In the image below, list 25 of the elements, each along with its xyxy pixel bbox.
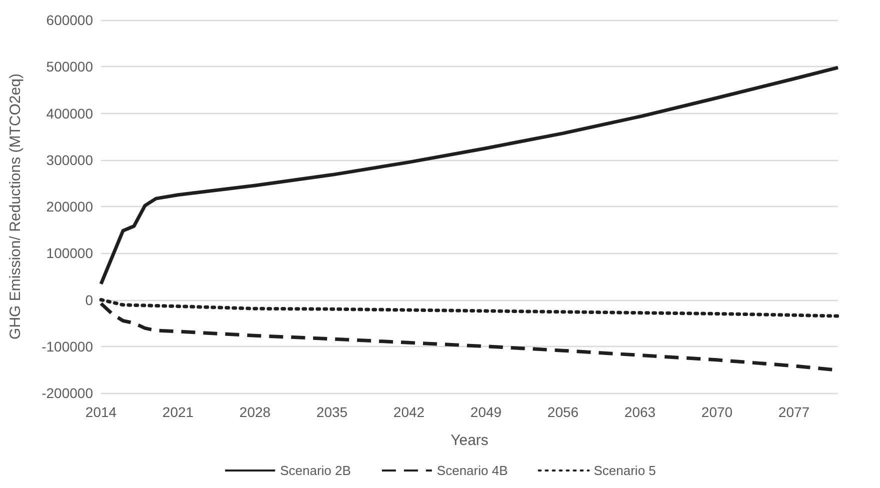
x-axis-title: Years	[450, 432, 488, 449]
line-series	[99, 66, 840, 286]
y-tick-label: -100000	[42, 338, 94, 354]
x-tick-label: 2049	[470, 404, 502, 420]
legend-label: Scenario 4B	[436, 463, 508, 478]
y-tick-label: 300000	[46, 152, 94, 168]
x-tick-label: 2035	[316, 404, 348, 420]
x-tick-label: 2056	[547, 404, 579, 420]
y-tick-label: 600000	[46, 12, 94, 28]
x-tick-label: 2028	[239, 404, 271, 420]
y-tick-label: 200000	[46, 198, 94, 214]
y-tick-label: 400000	[46, 105, 94, 122]
legend-label: Scenario 5	[594, 463, 656, 478]
y-tick-label: 0	[85, 292, 94, 308]
x-tick-label: 2021	[162, 404, 194, 420]
x-tick-label: 2077	[778, 404, 810, 420]
y-axis-title: GHG Emission/ Reductions (MTCO2eq)	[7, 74, 24, 340]
x-tick-label: 2063	[624, 404, 656, 420]
x-tick-label: 2070	[701, 404, 733, 420]
y-tick-label: 500000	[46, 58, 94, 75]
y-tick-label: -200000	[42, 385, 94, 401]
y-tick-label: 100000	[46, 245, 94, 262]
x-tick-label: 2042	[393, 404, 425, 420]
x-tick-label: 2014	[85, 404, 117, 420]
legend-label: Scenario 2B	[280, 463, 351, 478]
